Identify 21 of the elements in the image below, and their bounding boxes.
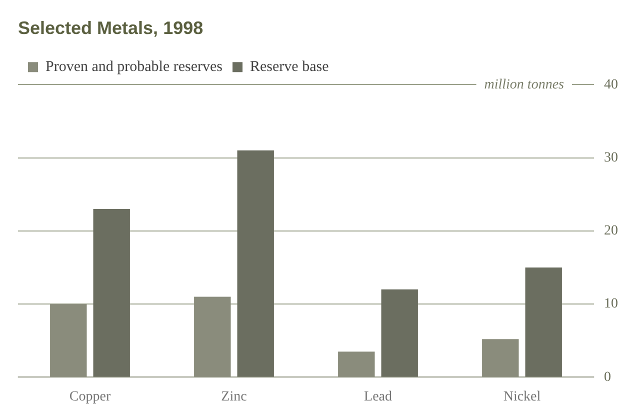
y-tick-label: 0 (604, 370, 611, 385)
y-axis-title: million tonnes (484, 77, 565, 92)
legend-label: Reserve base (250, 59, 330, 76)
y-tick-label: 30 (604, 150, 618, 166)
bar (525, 267, 562, 377)
bar (50, 304, 87, 377)
legend-label: Proven and probable reserves (46, 59, 223, 76)
bar (93, 208, 130, 377)
bar (381, 289, 418, 377)
x-tick-label: Lead (364, 389, 392, 404)
bar (194, 296, 231, 377)
bar (482, 339, 519, 377)
x-tick-label: Zinc (221, 389, 247, 404)
y-tick-label: 20 (604, 224, 618, 239)
bar (338, 352, 375, 377)
x-tick-label: Copper (69, 389, 111, 404)
bar (237, 150, 274, 377)
y-tick-label: 10 (604, 296, 618, 312)
x-tick-label: Nickel (503, 389, 541, 404)
y-tick-label: 40 (604, 77, 618, 92)
chart-title: Selected Metals, 1998 (18, 18, 204, 38)
